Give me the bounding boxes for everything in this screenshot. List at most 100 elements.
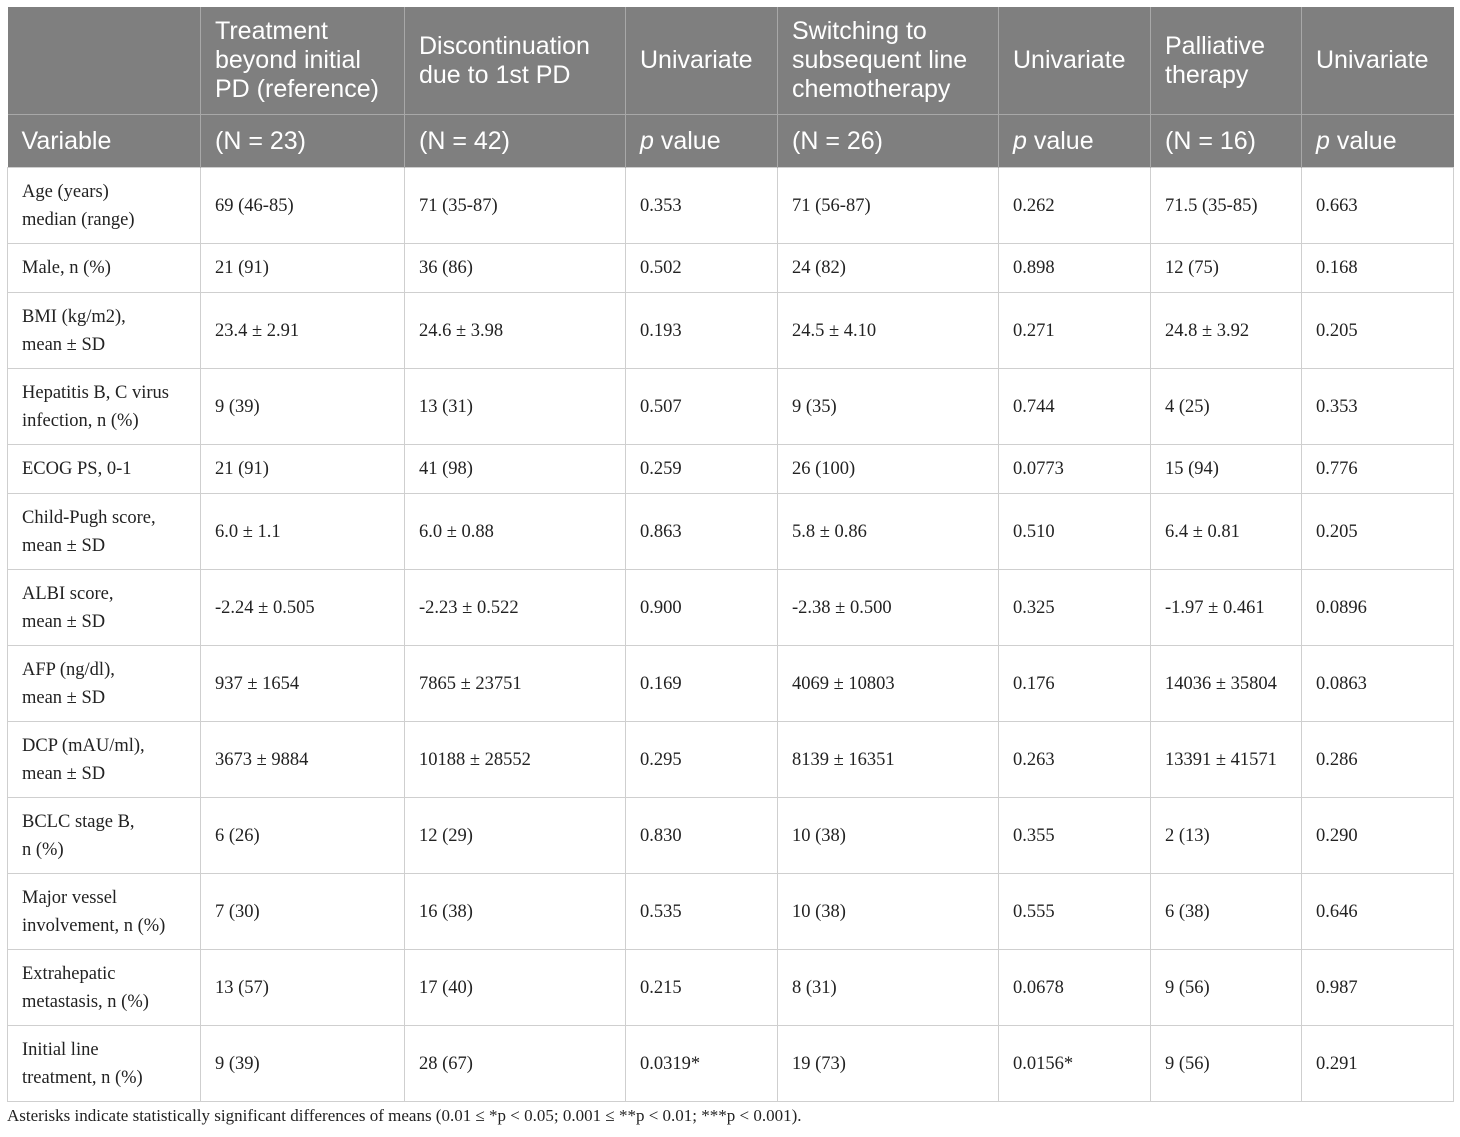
table-cell: 0.286 [1301,721,1454,798]
variable-label-line: DCP (mAU/ml), [22,735,145,756]
table-cell: 8139 ± 16351 [777,721,999,798]
p-value-suffix: value [653,126,721,155]
variable-label-line: n (%) [22,839,64,860]
table-cell: 0.0678 [998,949,1151,1026]
table-cell: 6.0 ± 0.88 [404,493,626,570]
table-cell: 0.271 [998,292,1151,369]
header-cell: Palliative therapy [1150,7,1302,115]
table-cell: 5.8 ± 0.86 [777,493,999,570]
variable-label-line: mean ± SD [22,611,106,632]
table-body: Age (years) median (range) 69 (46-85) 71 (3… [7,167,1454,1102]
table-cell: 0.168 [1301,243,1454,293]
table-cell: 13391 ± 41571 [1150,721,1302,798]
table-cell: 0.0319* [625,1025,778,1102]
table-cell: 0.830 [625,797,778,874]
table-cell: 7865 ± 23751 [404,645,626,722]
table-cell: 0.987 [1301,949,1454,1026]
header-cell: Univariate [998,7,1151,115]
table-cell: 8 (31) [777,949,999,1026]
table-cell: 24 (82) [777,243,999,293]
header-cell: p value [625,114,778,168]
table-cell: 0.0773 [998,444,1151,494]
table-cell: -2.38 ± 0.500 [777,569,999,646]
p-symbol: p [1316,126,1330,155]
variable-label-line: Male, n (%) [22,258,111,278]
table-cell: 71 (56-87) [777,167,999,244]
table-cell: 6.0 ± 1.1 [200,493,405,570]
table-cell: 28 (67) [404,1025,626,1102]
variable-label-line: ALBI score, [22,583,114,604]
variable-label-line: BCLC stage B, [22,811,135,832]
p-value-suffix: value [1026,126,1094,155]
table-cell: 10 (38) [777,797,999,874]
table-cell: 0.295 [625,721,778,798]
table-cell: 0.325 [998,569,1151,646]
table-cell: 21 (91) [200,243,405,293]
table-cell: 13 (31) [404,368,626,445]
table-cell: 4 (25) [1150,368,1302,445]
variable-label-line: Age (years) [22,181,109,202]
variable-label-line: median (range) [22,209,135,230]
variable-label-line: mean ± SD [22,763,106,784]
table-cell: 0.0863 [1301,645,1454,722]
table-cell: 23.4 ± 2.91 [200,292,405,369]
variable-label-line: treatment, n (%) [22,1067,143,1088]
variable-label-line: metastasis, n (%) [22,991,149,1012]
table-cell: 0.663 [1301,167,1454,244]
p-symbol: p [1013,126,1027,155]
table-cell: 0.291 [1301,1025,1454,1102]
p-symbol: p [640,126,654,155]
table-cell: 3673 ± 9884 [200,721,405,798]
table-cell: 0.205 [1301,493,1454,570]
table-cell: 0.355 [998,797,1151,874]
table-cell: 15 (94) [1150,444,1302,494]
table-cell: 0.507 [625,368,778,445]
table-cell: 0.898 [998,243,1151,293]
header-cell: Univariate [1301,7,1454,115]
table-cell: 71 (35-87) [404,167,626,244]
table-cell: 12 (29) [404,797,626,874]
table-cell: 0.262 [998,167,1151,244]
table-row: Age (years) median (range) 69 (46-85) 71 (3… [7,167,1454,244]
table-cell: 14036 ± 35804 [1150,645,1302,722]
table-row: Child-Pugh score, mean ± SD 6.0 ± 1.1 6.0 ±… [7,493,1454,570]
table-cell: 41 (98) [404,444,626,494]
variable-label-line: Major vessel [22,887,118,908]
table-cell: 9 (39) [200,368,405,445]
table-cell: 71.5 (35-85) [1150,167,1302,244]
table-row: ECOG PS, 0-1 21 (91) 41 (98) 0.259 26 (100) 0… [7,444,1454,494]
table-cell: 69 (46-85) [200,167,405,244]
table-cell: 0.555 [998,873,1151,950]
table-cell: 0.353 [625,167,778,244]
header-cell [7,7,201,115]
table-cell: 9 (56) [1150,949,1302,1026]
table-row: Major vessel involvement, n (%) 7 (30) 16 (… [7,873,1454,950]
table-cell: 0.193 [625,292,778,369]
table-cell: 0.535 [625,873,778,950]
header-cell: Switching to subsequent line chemotherap… [777,7,999,115]
variable-label-line: ECOG PS, 0-1 [22,459,132,479]
variable-cell: DCP (mAU/ml), mean ± SD [7,721,201,798]
variable-cell: AFP (ng/dl), mean ± SD [7,645,201,722]
variable-cell: Age (years) median (range) [7,167,201,244]
table-row: Initial line treatment, n (%) 9 (39) 28 (67… [7,1025,1454,1102]
variable-label-line: Extrahepatic [22,963,116,984]
variable-label-line: infection, n (%) [22,410,139,431]
variable-cell: Male, n (%) [7,243,201,293]
table-cell: 0.290 [1301,797,1454,874]
table-cell: 4069 ± 10803 [777,645,999,722]
header-cell: (N = 16) [1150,114,1302,168]
variable-label-line: mean ± SD [22,687,106,708]
variable-cell: Extrahepatic metastasis, n (%) [7,949,201,1026]
table-cell: 26 (100) [777,444,999,494]
variable-label-line: BMI (kg/m2), [22,306,126,327]
header-row-1: Treatment beyond initial PD (reference) … [7,7,1454,115]
table-cell: 9 (35) [777,368,999,445]
table-cell: 6 (26) [200,797,405,874]
variable-cell: BCLC stage B, n (%) [7,797,201,874]
table-row: BCLC stage B, n (%) 6 (26) 12 (29) 0.830 10 (… [7,797,1454,874]
table-cell: 0.169 [625,645,778,722]
table-cell: 0.215 [625,949,778,1026]
header-row-2: Variable (N = 23) (N = 42) p value (N = … [7,114,1454,168]
table-cell: 9 (39) [200,1025,405,1102]
